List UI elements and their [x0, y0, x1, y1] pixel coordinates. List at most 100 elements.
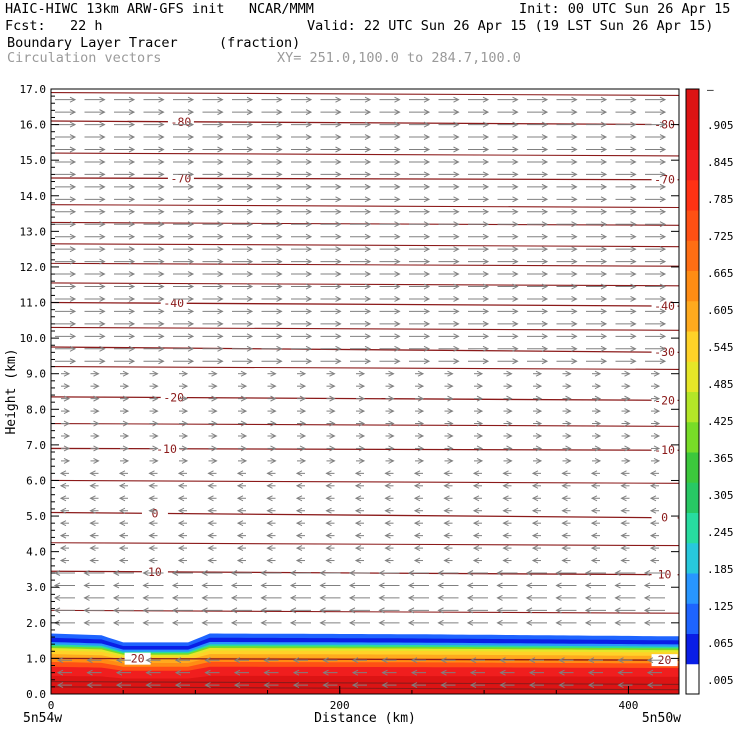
- wind-vector: [415, 457, 425, 464]
- vector-head: [469, 682, 477, 689]
- vector-head: [407, 594, 415, 601]
- vector-head: [643, 582, 651, 589]
- wind-vector: [378, 594, 400, 601]
- vector-head: [348, 607, 356, 614]
- wind-vector: [56, 669, 72, 676]
- vector-head: [643, 619, 651, 626]
- wind-vector: [410, 669, 426, 676]
- wind-vector: [586, 345, 608, 352]
- wind-vector: [384, 482, 394, 489]
- wind-vector: [586, 96, 608, 103]
- vector-head: [351, 669, 359, 676]
- vector-head: [270, 408, 277, 415]
- wind-vector: [379, 345, 401, 352]
- vector-head: [118, 557, 126, 564]
- vector-head: [443, 520, 450, 527]
- wind-vector: [232, 171, 254, 178]
- wind-vector: [90, 383, 100, 390]
- contour-line--70: [51, 177, 679, 181]
- vector-head: [99, 109, 106, 116]
- wind-vector: [438, 271, 460, 278]
- colorbar-label: .425: [707, 415, 734, 428]
- vector-head: [630, 109, 637, 116]
- vector-head: [600, 196, 608, 203]
- vector-head: [115, 669, 123, 676]
- colorbar-label: .665: [707, 267, 734, 280]
- wind-vector: [263, 657, 279, 664]
- colorbar: .005.065.125.185.245.305.365.425.485.545…: [685, 83, 734, 695]
- wind-vector: [379, 146, 401, 153]
- vector-head: [417, 445, 425, 452]
- vector-head: [217, 345, 224, 352]
- vector-head: [217, 320, 224, 327]
- wind-vector: [497, 233, 519, 240]
- vector-head: [571, 258, 578, 265]
- wind-vector: [468, 171, 490, 178]
- wind-vector: [356, 433, 366, 439]
- contour-label-bg: [160, 391, 187, 404]
- wind-vector: [586, 121, 608, 128]
- vector-head: [643, 607, 651, 614]
- wind-vector: [645, 320, 667, 327]
- wind-vector: [86, 657, 102, 664]
- wind-vector: [148, 482, 158, 489]
- vector-head: [590, 520, 598, 527]
- wind-vector: [614, 594, 636, 601]
- vector-head: [535, 445, 543, 452]
- vector-head: [276, 146, 283, 153]
- vector-head: [142, 607, 149, 614]
- vector-head: [99, 308, 106, 315]
- wind-vector: [385, 370, 395, 377]
- wind-vector: [503, 383, 513, 390]
- wind-vector: [143, 345, 165, 352]
- wind-vector: [592, 433, 602, 439]
- wind-vector: [410, 682, 426, 689]
- wind-vector: [468, 196, 490, 203]
- wind-vector: [620, 532, 630, 539]
- wind-vector: [651, 457, 661, 464]
- vector-head: [99, 171, 106, 178]
- vector-head: [128, 233, 136, 240]
- vector-head: [305, 320, 313, 327]
- wind-vector: [173, 208, 195, 215]
- vector-head: [305, 333, 313, 340]
- wind-vector: [173, 320, 195, 327]
- vector-head: [217, 258, 224, 265]
- vector-head: [541, 271, 549, 278]
- wind-vector: [615, 345, 637, 352]
- wind-vector: [527, 333, 549, 340]
- vector-head: [624, 395, 631, 402]
- wind-vector: [379, 196, 401, 203]
- vector-head: [246, 134, 254, 140]
- wind-vector: [527, 208, 549, 215]
- wind-vector: [291, 183, 313, 190]
- vector-head: [270, 445, 277, 452]
- wind-vector: [409, 271, 431, 278]
- vector-head: [128, 221, 136, 228]
- vector-head: [417, 408, 425, 415]
- wind-vector: [320, 296, 342, 302]
- wind-vector: [322, 657, 338, 664]
- vector-head: [482, 96, 490, 103]
- vector-head: [482, 233, 490, 240]
- vector-head: [440, 669, 447, 676]
- vector-head: [69, 296, 77, 302]
- vector-head: [469, 669, 477, 676]
- plot-title: HAIC-HIWC 13km ARW-GFS init NCAR/MMM: [5, 1, 314, 17]
- vector-head: [482, 296, 490, 302]
- vector-head: [266, 557, 273, 564]
- wind-vector: [238, 420, 248, 427]
- wind-vector: [649, 520, 659, 527]
- vector-head: [299, 383, 307, 390]
- wind-vector: [236, 507, 246, 514]
- vector-head: [653, 445, 661, 452]
- wind-vector: [562, 457, 572, 464]
- vector-head: [525, 582, 533, 589]
- wind-vector: [497, 96, 519, 103]
- wind-vector: [468, 121, 490, 128]
- wind-vector: [590, 482, 600, 489]
- wind-vector: [350, 221, 372, 228]
- wind-vector: [84, 183, 106, 190]
- wind-vector: [617, 657, 633, 664]
- vector-head: [364, 208, 372, 215]
